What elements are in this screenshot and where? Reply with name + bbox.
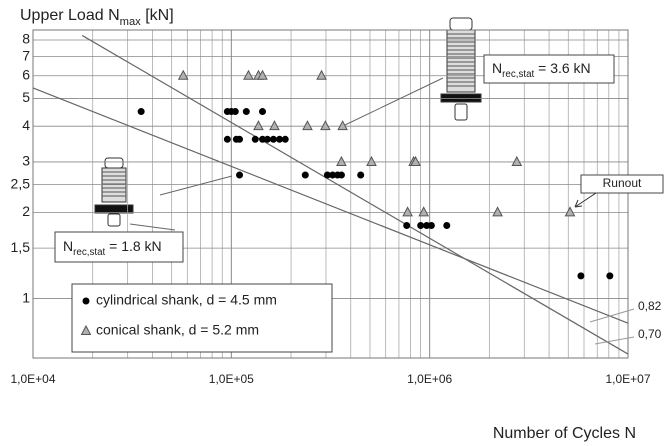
x-tick-label: 1,0E+07 — [605, 372, 650, 386]
data-point — [80, 324, 92, 335]
y-tick-label: 5 — [22, 89, 30, 105]
leader-line — [589, 308, 635, 323]
data-point — [323, 171, 331, 179]
annotation-box — [483, 54, 615, 84]
line-label: 0,82 — [638, 299, 662, 313]
data-point — [337, 171, 345, 179]
fit-line — [81, 34, 629, 355]
annotation-main: N — [492, 60, 502, 76]
data-point — [82, 297, 90, 305]
annotation-sub: rec,stat — [73, 247, 105, 258]
axis-title-main: Upper Load N — [20, 7, 120, 24]
data-point — [410, 155, 421, 166]
legend-label: conical shank, d = 5.2 mm — [96, 322, 259, 338]
annotation: Nrec,stat = 3.6 kN — [492, 60, 591, 80]
data-point — [366, 155, 377, 166]
screw-icon-large — [440, 17, 482, 121]
data-point — [263, 135, 271, 143]
x-axis-title: Number of Cycles N — [493, 425, 636, 442]
data-point — [236, 171, 244, 179]
data-point — [606, 272, 614, 280]
data-point — [337, 120, 348, 131]
x-tick-label: 1,0E+04 — [10, 372, 55, 386]
y-tick-label: 7 — [22, 47, 30, 63]
data-point — [137, 108, 145, 116]
axis-title: Upper Load Nmax [kN] — [20, 7, 174, 28]
data-point — [243, 69, 254, 80]
data-point — [269, 135, 277, 143]
runout-arrow — [574, 192, 597, 208]
annotation-rest: = 1.8 kN — [105, 238, 161, 254]
legend-label: cylindrical shank, d = 4.5 mm — [96, 292, 277, 308]
data-point — [259, 135, 267, 143]
x-tick-label: 1,0E+05 — [209, 372, 254, 386]
line-label: 0,70 — [638, 327, 662, 341]
leader-line — [344, 77, 444, 126]
data-point — [281, 135, 289, 143]
data-point — [329, 171, 337, 179]
data-point — [418, 206, 430, 217]
data-point — [336, 155, 347, 166]
data-point — [302, 120, 313, 131]
data-point — [269, 120, 280, 131]
data-point — [251, 135, 259, 143]
data-point — [357, 171, 365, 179]
y-tick-label: 1,5 — [11, 239, 31, 255]
y-tick-label: 1 — [22, 289, 30, 305]
axis-title-rest: [kN] — [141, 7, 174, 24]
data-point — [417, 221, 425, 229]
data-point — [511, 155, 523, 166]
data-point — [492, 206, 503, 217]
annotation-sub: rec,stat — [502, 69, 534, 80]
annotation: Nrec,stat = 1.8 kN — [63, 238, 162, 258]
data-point — [577, 272, 585, 280]
data-point — [403, 221, 411, 229]
data-point — [320, 120, 331, 131]
data-point — [177, 69, 189, 80]
data-point — [259, 108, 267, 116]
y-tick-label: 3 — [22, 153, 30, 169]
data-point — [257, 69, 268, 80]
y-tick-label: 6 — [22, 66, 30, 82]
data-point — [402, 206, 413, 217]
annotation-box — [580, 174, 664, 194]
data-point — [223, 135, 231, 143]
y-tick-label: 2,5 — [11, 175, 31, 191]
data-point — [316, 69, 327, 80]
data-point — [276, 135, 284, 143]
data-point — [443, 221, 451, 229]
y-tick-label: 4 — [22, 117, 30, 133]
leader-line — [129, 223, 176, 231]
x-tick-label: 1,0E+06 — [407, 372, 452, 386]
data-point — [253, 120, 264, 131]
axis-title-sub: max — [120, 16, 142, 28]
fit-line — [32, 87, 629, 324]
annotation-rest: = 3.6 kN — [534, 60, 590, 76]
data-point — [242, 108, 250, 116]
y-tick-label: 8 — [22, 31, 30, 47]
runout-label: Runout — [603, 176, 642, 190]
y-tick-label: 2 — [22, 203, 30, 219]
data-point — [236, 135, 244, 143]
legend-box — [71, 283, 333, 353]
leader-line — [594, 336, 635, 345]
data-point — [427, 221, 435, 229]
leader-line — [159, 175, 233, 196]
data-point — [231, 108, 239, 116]
annotation-main: N — [63, 238, 73, 254]
annotation-box — [54, 231, 184, 263]
data-point — [301, 171, 309, 179]
plot-frame — [32, 29, 629, 359]
data-point — [564, 206, 576, 217]
